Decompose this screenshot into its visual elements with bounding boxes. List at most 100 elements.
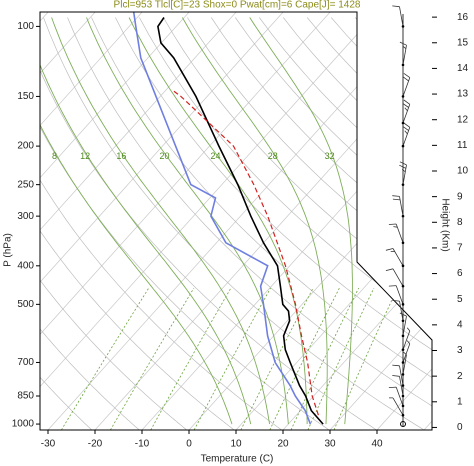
dry-adiabat [91,17,432,430]
wind-dot [401,348,405,351]
wind-barb [399,41,407,66]
mixing-ratio-line [240,287,314,430]
wind-barb [389,397,404,416]
isotherm [94,12,432,430]
height-axis-label: Height (Km) [439,198,450,251]
wind-dot [401,334,405,338]
height-tick-label: 1 [457,396,463,407]
moist-adiabat [40,17,233,425]
moist-adiabat-label: 20 [159,151,169,161]
isotherm [0,12,1,430]
profile-line [132,12,312,425]
moist-adiabat [51,17,270,425]
wind-dot [401,144,405,148]
wind-barb [392,364,404,386]
wind-dot [401,241,405,245]
isotherm [40,12,284,430]
wind-dot [401,404,405,408]
moist-adiabat-label: 8 [52,151,57,161]
height-tick-label: 8 [457,217,463,228]
x-tick-label: 20 [277,439,289,450]
x-tick-label: 40 [371,439,383,450]
height-tick-label: 16 [457,12,469,23]
x-tick-label: -10 [135,439,150,450]
dry-adiabat [67,17,432,430]
mixing-ratio-line [61,287,150,430]
wind-dot [401,63,405,67]
wind-dot [401,25,405,28]
height-tick-label: 10 [457,166,469,177]
y-tick-label: 150 [17,91,34,102]
moist-adiabat-label: 28 [268,151,278,161]
dry-adiabat [211,17,432,430]
chart-title: Plcl=953 Tlcl[C]=23 Shox=0 Pwat[cm]=6 Ca… [114,0,361,11]
wind-dot [401,121,405,125]
wind-barb [402,122,411,147]
height-tick-label: 3 [457,345,463,356]
wind-barb [392,195,404,217]
isotherm [40,12,190,430]
dry-adiabat [115,17,432,430]
mixing-ratio-line [269,287,340,430]
moist-adiabat-label: 16 [116,151,126,161]
dry-adiabat [40,17,282,430]
x-tick-label: -20 [88,439,103,450]
moist-adiabat-label: 32 [325,151,335,161]
height-tick-label: 12 [457,114,469,125]
y-axis-label: P (hPa) [3,233,14,267]
dry-adiabat [40,17,93,430]
wind-barb [388,285,404,305]
height-tick-label: 6 [457,268,463,279]
wind-barb [392,300,404,321]
x-tick-label: 0 [186,439,192,450]
y-tick-label: 850 [17,391,34,402]
wind-barb [399,161,407,185]
isotherm [40,12,331,430]
wind-dot [401,384,405,387]
mixing-ratio-line [150,287,232,430]
height-tick-label: 0 [457,422,463,433]
dry-adiabat [40,17,140,430]
wind-dot [401,264,405,268]
dry-adiabat [139,17,432,430]
dry-adiabat [163,17,432,430]
wind-barb [402,327,411,350]
wind-dot [401,284,405,288]
dry-adiabat [43,17,425,430]
wind-barb [402,340,411,363]
y-tick-label: 200 [17,141,34,152]
y-tick-label: 250 [17,179,34,190]
y-tick-label: 400 [17,260,34,271]
wind-barb [392,5,404,27]
wind-dot [401,373,405,376]
height-tick-label: 7 [457,243,463,254]
moist-adiabat [86,17,289,425]
wind-calm [400,421,406,428]
height-tick-label: 5 [457,294,463,305]
height-tick-label: 11 [457,140,468,151]
isotherm [40,12,237,430]
wind-dot [401,183,405,186]
x-tick-label: 30 [324,439,336,450]
y-tick-label: 1000 [12,419,35,430]
dry-adiabat [187,17,432,430]
dry-adiabat [40,17,235,430]
isotherm [329,12,432,430]
dry-adiabat [402,17,432,430]
moist-adiabat [182,17,328,425]
wind-barb [402,99,411,124]
wind-barb [385,248,404,267]
profiles [132,12,324,425]
y-tick-label: 100 [17,21,34,32]
wind-dot [401,394,405,398]
x-tick-label: 10 [230,439,242,450]
wind-dot [401,361,405,364]
wind-dot [401,303,405,306]
dry-adiabat [40,17,187,430]
wind-barb [388,386,404,406]
wind-barb [388,223,404,243]
isotherm [40,12,378,430]
moist-adiabat-label: 12 [80,151,90,161]
wind-barb [402,73,411,97]
x-axis-label: Temperature (C) [201,454,274,465]
